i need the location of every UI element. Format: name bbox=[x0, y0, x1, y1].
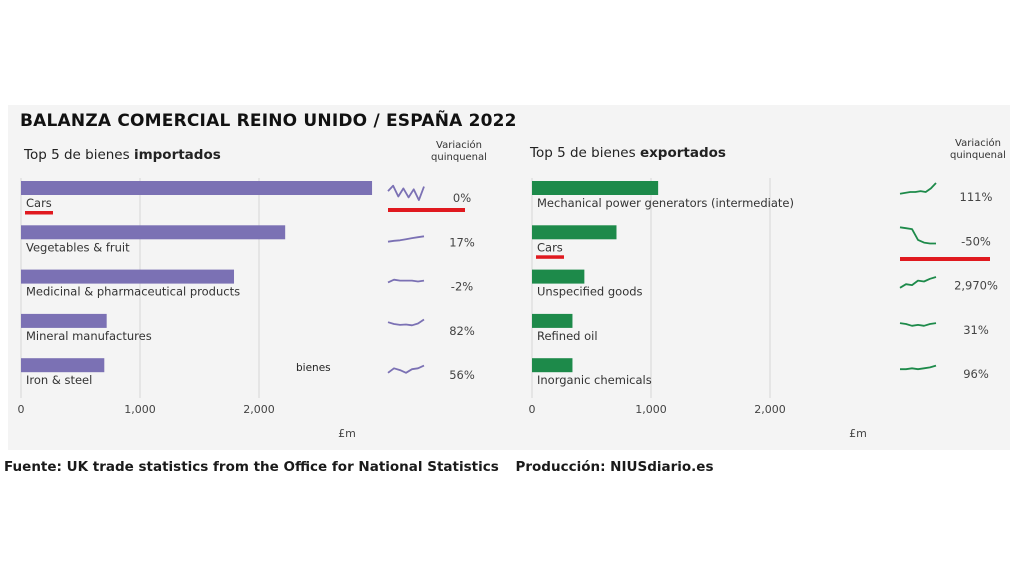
imports-bar bbox=[21, 225, 286, 240]
exports-variation-value: 96% bbox=[963, 367, 989, 381]
imports-variation-header-line2: quinquenal bbox=[431, 152, 487, 163]
imports-tick-label: 1,000 bbox=[124, 403, 156, 416]
imports-tick-label: 0 bbox=[18, 403, 25, 416]
imports-sparkline bbox=[387, 184, 425, 201]
imports-bar bbox=[21, 181, 373, 195]
imports-bar bbox=[21, 269, 235, 284]
imports-category-label: Mineral manufactures bbox=[26, 329, 152, 343]
exports-bar bbox=[532, 181, 659, 195]
production-text: Producción: NIUSdiario.es bbox=[515, 459, 714, 475]
imports-bar bbox=[21, 358, 105, 373]
exports-variation-value: 31% bbox=[963, 323, 989, 337]
imports-sparkline bbox=[387, 278, 425, 284]
imports-stray-label: bienes bbox=[296, 362, 331, 374]
imports-variation-value: 17% bbox=[449, 235, 475, 249]
exports-category-label: Unspecified goods bbox=[537, 285, 643, 299]
imports-sparkline bbox=[387, 364, 425, 374]
exports-sparkline bbox=[899, 322, 937, 327]
exports-variation-value: -50% bbox=[961, 234, 991, 248]
exports-subtitle-prefix: Top 5 de bienes bbox=[530, 145, 640, 161]
imports-subtitle-prefix: Top 5 de bienes bbox=[24, 147, 134, 163]
exports-sparkline bbox=[899, 182, 937, 195]
exports-variation-value: 2,970% bbox=[954, 279, 998, 293]
exports-category-label: Refined oil bbox=[537, 329, 598, 343]
footer: Fuente: UK trade statistics from the Off… bbox=[4, 459, 725, 475]
imports-bar bbox=[21, 313, 107, 328]
exports-sparkline bbox=[900, 364, 937, 371]
exports-variation-header-line2: quinquenal bbox=[950, 150, 1006, 161]
exports-variation-value: 111% bbox=[960, 190, 993, 204]
imports-variation-highlight-line bbox=[388, 208, 465, 212]
imports-category-label: Vegetables & fruit bbox=[26, 240, 130, 254]
exports-tick-label: 0 bbox=[529, 403, 536, 416]
imports-axis-unit: £m bbox=[338, 427, 356, 440]
exports-sparkline bbox=[899, 276, 937, 289]
exports-category-label: Mechanical power generators (intermediat… bbox=[537, 196, 794, 210]
exports-tick-label: 1,000 bbox=[635, 403, 667, 416]
exports-category-label: Cars bbox=[537, 240, 563, 254]
imports-highlight-underline bbox=[25, 211, 53, 215]
exports-sparkline bbox=[899, 226, 936, 245]
exports-axis-unit: £m bbox=[849, 427, 867, 440]
exports-tick-label: 2,000 bbox=[754, 403, 786, 416]
exports-subtitle-bold: exportados bbox=[639, 145, 726, 161]
exports-bar bbox=[532, 358, 573, 373]
exports-variation-header-line1: Variación bbox=[955, 138, 1001, 149]
exports-variation-highlight-line bbox=[900, 257, 990, 261]
imports-category-label: Cars bbox=[26, 196, 52, 210]
exports-category-label: Inorganic chemicals bbox=[537, 373, 652, 387]
imports-variation-header-line1: Variación bbox=[436, 140, 482, 151]
imports-tick-label: 2,000 bbox=[243, 403, 275, 416]
imports-variation-header: Variación quinquenal bbox=[424, 140, 494, 164]
imports-variation-value: 56% bbox=[449, 368, 475, 382]
imports-sparkline bbox=[387, 318, 425, 327]
exports-variation-header: Variación quinquenal bbox=[943, 138, 1013, 162]
exports-subtitle: Top 5 de bienes exportados bbox=[530, 145, 726, 161]
source-text: Fuente: UK trade statistics from the Off… bbox=[4, 459, 499, 475]
exports-bar bbox=[532, 313, 573, 328]
exports-bar bbox=[532, 269, 585, 284]
imports-subtitle: Top 5 de bienes importados bbox=[24, 147, 221, 163]
imports-subtitle-bold: importados bbox=[133, 147, 221, 163]
exports-bar bbox=[532, 225, 617, 240]
imports-variation-value: 0% bbox=[453, 191, 471, 205]
imports-category-label: Medicinal & pharmaceutical products bbox=[26, 285, 240, 299]
exports-highlight-underline bbox=[536, 255, 564, 259]
imports-variation-value: 82% bbox=[449, 324, 475, 338]
imports-category-label: Iron & steel bbox=[26, 373, 92, 387]
imports-variation-value: -2% bbox=[451, 280, 473, 294]
imports-sparkline bbox=[387, 235, 425, 243]
chart-title: BALANZA COMERCIAL REINO UNIDO / ESPAÑA 2… bbox=[20, 111, 517, 131]
